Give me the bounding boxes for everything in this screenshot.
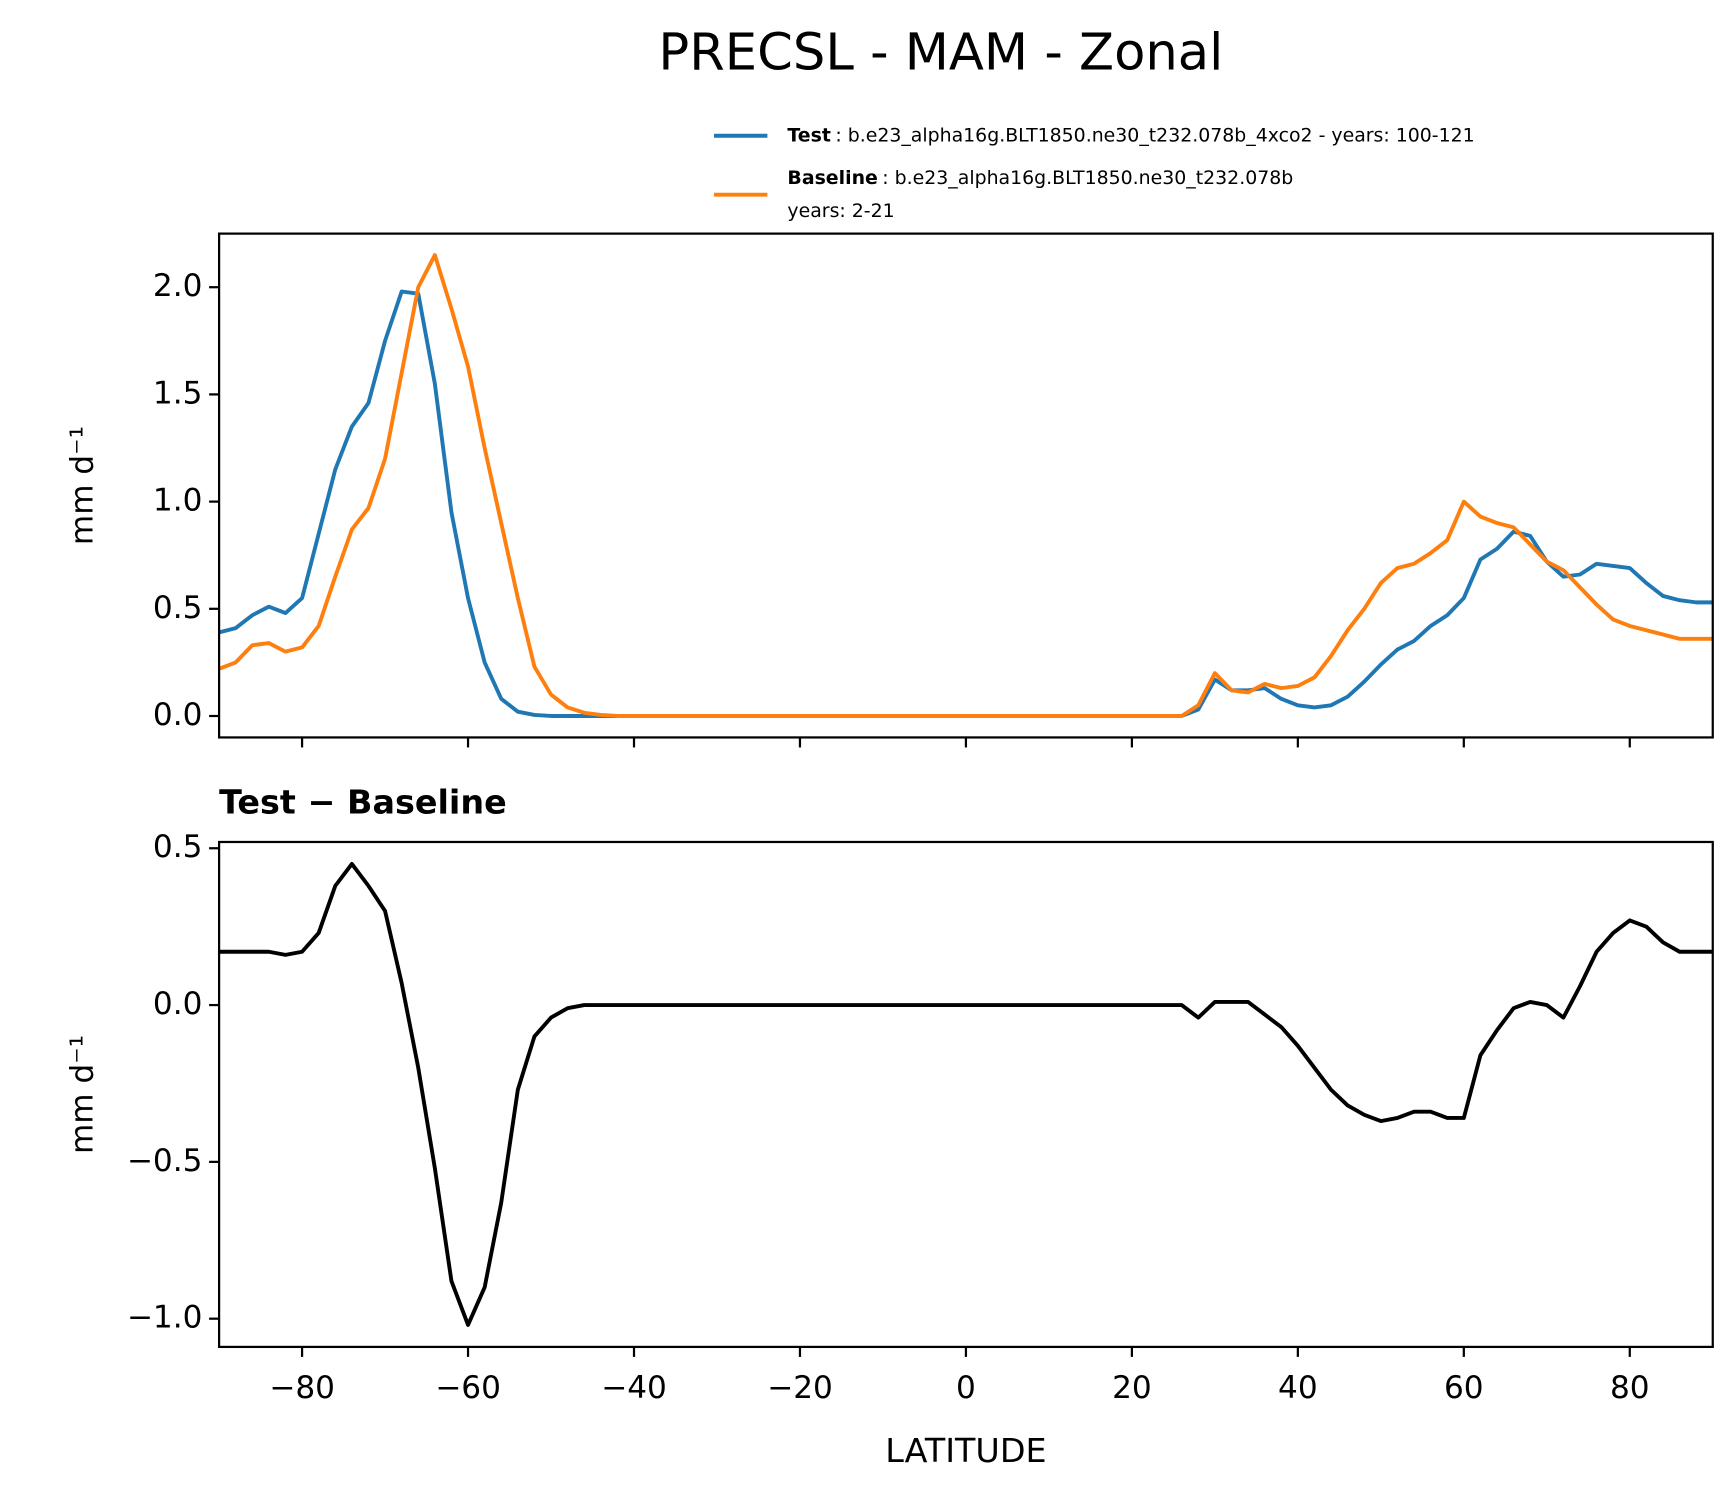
legend-label: : b.e23_alpha16g.BLT1850.ne30_t232.078b bbox=[882, 167, 1293, 189]
legend-label-line2: years: 2-21 bbox=[787, 200, 894, 222]
panel-title: Test − Baseline bbox=[219, 783, 507, 822]
legend-label: : b.e23_alpha16g.BLT1850.ne30_t232.078b_… bbox=[835, 124, 1474, 146]
y-tick-label: 1.0 bbox=[153, 483, 203, 519]
y-tick-label: 0.5 bbox=[153, 590, 203, 626]
y-tick-label: 0.0 bbox=[153, 986, 203, 1022]
series-line bbox=[219, 253, 1713, 718]
y-axis-label: mm d⁻¹ bbox=[64, 426, 100, 545]
y-tick-label: −0.5 bbox=[127, 1143, 203, 1179]
legend-name: Test bbox=[787, 124, 830, 146]
x-tick-label: −20 bbox=[767, 1370, 833, 1406]
legend-entry: Test: b.e23_alpha16g.BLT1850.ne30_t232.0… bbox=[787, 124, 1474, 146]
x-tick-label: −40 bbox=[601, 1370, 667, 1406]
x-tick-label: −60 bbox=[435, 1370, 501, 1406]
figure-title: PRECSL - MAM - Zonal bbox=[658, 24, 1223, 83]
y-tick-label: 1.5 bbox=[153, 375, 203, 411]
x-axis-label: LATITUDE bbox=[885, 1431, 1046, 1470]
y-axis-label: mm d⁻¹ bbox=[64, 1035, 100, 1154]
plot-frame bbox=[217, 232, 1714, 739]
x-tick-label: 60 bbox=[1444, 1370, 1484, 1406]
y-tick-label: −1.0 bbox=[127, 1300, 203, 1336]
series-line bbox=[219, 861, 1713, 1327]
y-tick-label: 2.0 bbox=[153, 268, 203, 304]
x-tick-label: −80 bbox=[269, 1370, 335, 1406]
plot-frame bbox=[217, 840, 1714, 1349]
x-tick-label: 40 bbox=[1278, 1370, 1318, 1406]
x-tick-label: 20 bbox=[1112, 1370, 1152, 1406]
y-tick-label: 0.5 bbox=[153, 829, 203, 865]
x-tick-label: 80 bbox=[1610, 1370, 1650, 1406]
legend-name: Baseline bbox=[787, 167, 877, 189]
x-tick-label: 0 bbox=[956, 1370, 976, 1406]
y-tick-label: 0.0 bbox=[153, 697, 203, 733]
series-line bbox=[219, 289, 1713, 718]
legend-entry: Baseline: b.e23_alpha16g.BLT1850.ne30_t2… bbox=[787, 167, 1293, 189]
